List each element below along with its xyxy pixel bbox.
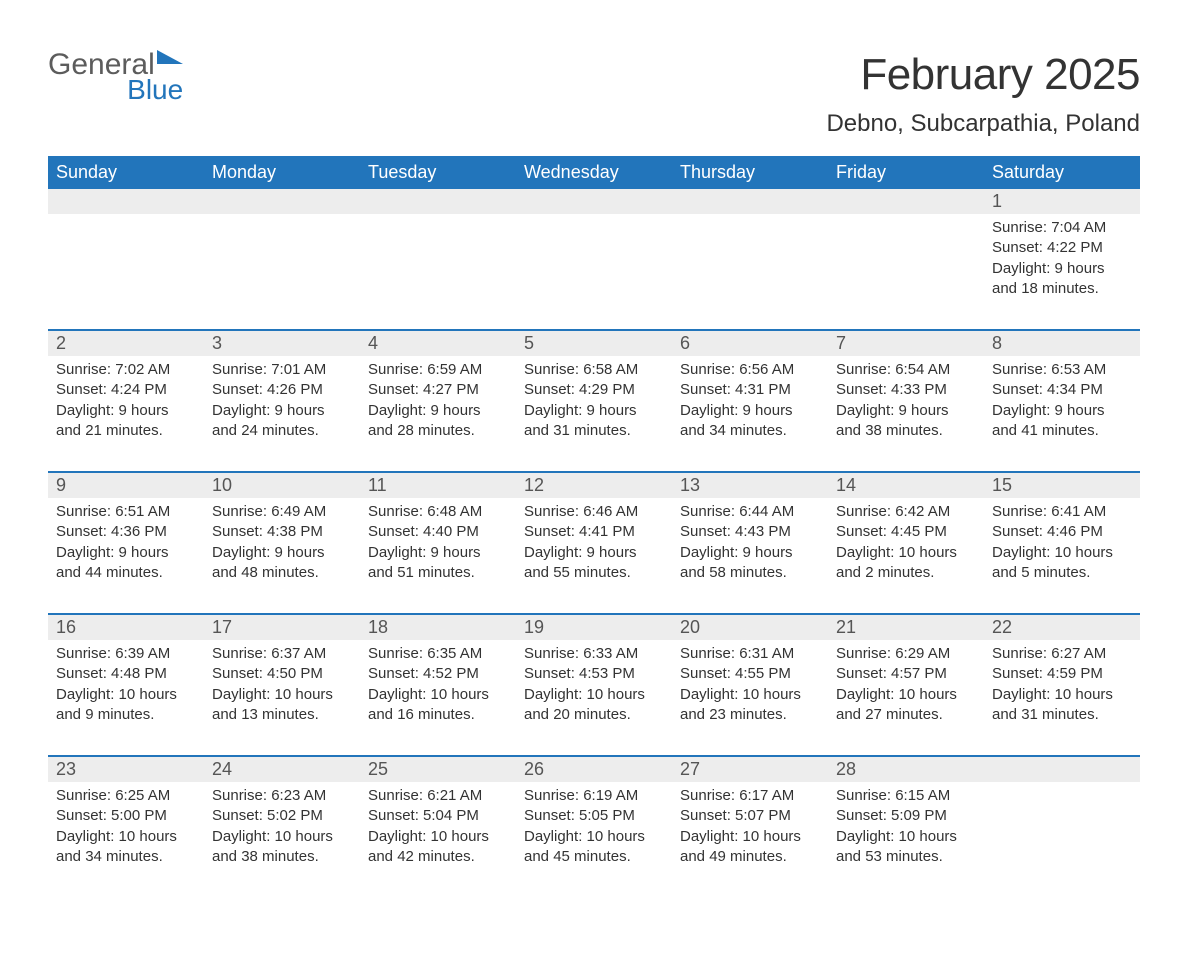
- day-detail: Sunrise: 6:29 AMSunset: 4:57 PMDaylight:…: [828, 640, 984, 756]
- day-detail: Sunrise: 6:39 AMSunset: 4:48 PMDaylight:…: [48, 640, 204, 756]
- day-detail: Sunrise: 6:59 AMSunset: 4:27 PMDaylight:…: [360, 356, 516, 472]
- daynum-row: 1: [48, 189, 1140, 214]
- day-number: [828, 189, 984, 214]
- detail-row: Sunrise: 7:02 AMSunset: 4:24 PMDaylight:…: [48, 356, 1140, 472]
- day-detail: Sunrise: 7:04 AMSunset: 4:22 PMDaylight:…: [984, 214, 1140, 330]
- day-number: 4: [360, 330, 516, 356]
- day-detail: Sunrise: 6:35 AMSunset: 4:52 PMDaylight:…: [360, 640, 516, 756]
- day-detail: Sunrise: 6:21 AMSunset: 5:04 PMDaylight:…: [360, 782, 516, 897]
- day-number: 23: [48, 756, 204, 782]
- day-detail: Sunrise: 6:51 AMSunset: 4:36 PMDaylight:…: [48, 498, 204, 614]
- day-number: 25: [360, 756, 516, 782]
- day-detail: Sunrise: 6:33 AMSunset: 4:53 PMDaylight:…: [516, 640, 672, 756]
- day-number: 8: [984, 330, 1140, 356]
- day-detail: Sunrise: 6:56 AMSunset: 4:31 PMDaylight:…: [672, 356, 828, 472]
- dow-header: Saturday: [984, 156, 1140, 189]
- day-number: [48, 189, 204, 214]
- day-number: [984, 756, 1140, 782]
- day-detail: Sunrise: 6:15 AMSunset: 5:09 PMDaylight:…: [828, 782, 984, 897]
- day-number: 9: [48, 472, 204, 498]
- day-number: 15: [984, 472, 1140, 498]
- dow-header: Monday: [204, 156, 360, 189]
- day-detail: Sunrise: 6:54 AMSunset: 4:33 PMDaylight:…: [828, 356, 984, 472]
- day-number: 20: [672, 614, 828, 640]
- calendar-table: Sunday Monday Tuesday Wednesday Thursday…: [48, 156, 1140, 897]
- day-number: 12: [516, 472, 672, 498]
- day-number: 6: [672, 330, 828, 356]
- day-number: 18: [360, 614, 516, 640]
- day-detail: [672, 214, 828, 330]
- day-number: 3: [204, 330, 360, 356]
- title-block: February 2025 Debno, Subcarpathia, Polan…: [826, 50, 1140, 138]
- day-number: 7: [828, 330, 984, 356]
- day-number: [360, 189, 516, 214]
- day-number: 16: [48, 614, 204, 640]
- day-detail: [204, 214, 360, 330]
- daynum-row: 9 10 11 12 13 14 15: [48, 472, 1140, 498]
- day-detail: Sunrise: 6:42 AMSunset: 4:45 PMDaylight:…: [828, 498, 984, 614]
- day-number: 22: [984, 614, 1140, 640]
- day-number: 10: [204, 472, 360, 498]
- day-detail: [516, 214, 672, 330]
- day-number: 13: [672, 472, 828, 498]
- day-detail: Sunrise: 6:41 AMSunset: 4:46 PMDaylight:…: [984, 498, 1140, 614]
- day-number: 1: [984, 189, 1140, 214]
- daynum-row: 2 3 4 5 6 7 8: [48, 330, 1140, 356]
- day-number: 17: [204, 614, 360, 640]
- detail-row: Sunrise: 7:04 AMSunset: 4:22 PMDaylight:…: [48, 214, 1140, 330]
- day-detail: Sunrise: 6:27 AMSunset: 4:59 PMDaylight:…: [984, 640, 1140, 756]
- dow-header: Sunday: [48, 156, 204, 189]
- day-number: [516, 189, 672, 214]
- day-number: 19: [516, 614, 672, 640]
- day-number: 24: [204, 756, 360, 782]
- logo-flag-icon: [157, 50, 183, 70]
- day-number: [672, 189, 828, 214]
- day-detail: Sunrise: 6:25 AMSunset: 5:00 PMDaylight:…: [48, 782, 204, 897]
- day-number: 26: [516, 756, 672, 782]
- dow-header: Thursday: [672, 156, 828, 189]
- month-title: February 2025: [826, 50, 1140, 100]
- day-detail: Sunrise: 6:31 AMSunset: 4:55 PMDaylight:…: [672, 640, 828, 756]
- day-detail: [828, 214, 984, 330]
- day-number: 5: [516, 330, 672, 356]
- detail-row: Sunrise: 6:51 AMSunset: 4:36 PMDaylight:…: [48, 498, 1140, 614]
- dow-row: Sunday Monday Tuesday Wednesday Thursday…: [48, 156, 1140, 189]
- day-detail: Sunrise: 6:53 AMSunset: 4:34 PMDaylight:…: [984, 356, 1140, 472]
- day-detail: [48, 214, 204, 330]
- day-detail: Sunrise: 6:46 AMSunset: 4:41 PMDaylight:…: [516, 498, 672, 614]
- day-detail: Sunrise: 7:01 AMSunset: 4:26 PMDaylight:…: [204, 356, 360, 472]
- detail-row: Sunrise: 6:25 AMSunset: 5:00 PMDaylight:…: [48, 782, 1140, 897]
- day-detail: [984, 782, 1140, 897]
- calendar-body: 1 Sunrise: 7:04 AMSunset: 4:22 PMDayligh…: [48, 189, 1140, 897]
- location-text: Debno, Subcarpathia, Poland: [826, 110, 1140, 138]
- page-header: General Blue February 2025 Debno, Subcar…: [48, 50, 1140, 138]
- day-number: [204, 189, 360, 214]
- day-number: 27: [672, 756, 828, 782]
- dow-header: Friday: [828, 156, 984, 189]
- day-detail: Sunrise: 6:58 AMSunset: 4:29 PMDaylight:…: [516, 356, 672, 472]
- day-detail: Sunrise: 6:19 AMSunset: 5:05 PMDaylight:…: [516, 782, 672, 897]
- dow-header: Wednesday: [516, 156, 672, 189]
- day-detail: [360, 214, 516, 330]
- dow-header: Tuesday: [360, 156, 516, 189]
- day-number: 11: [360, 472, 516, 498]
- day-detail: Sunrise: 6:37 AMSunset: 4:50 PMDaylight:…: [204, 640, 360, 756]
- detail-row: Sunrise: 6:39 AMSunset: 4:48 PMDaylight:…: [48, 640, 1140, 756]
- logo: General Blue: [48, 50, 183, 104]
- day-number: 14: [828, 472, 984, 498]
- daynum-row: 23 24 25 26 27 28: [48, 756, 1140, 782]
- day-detail: Sunrise: 6:48 AMSunset: 4:40 PMDaylight:…: [360, 498, 516, 614]
- day-number: 21: [828, 614, 984, 640]
- daynum-row: 16 17 18 19 20 21 22: [48, 614, 1140, 640]
- day-detail: Sunrise: 6:17 AMSunset: 5:07 PMDaylight:…: [672, 782, 828, 897]
- day-detail: Sunrise: 6:49 AMSunset: 4:38 PMDaylight:…: [204, 498, 360, 614]
- day-detail: Sunrise: 6:44 AMSunset: 4:43 PMDaylight:…: [672, 498, 828, 614]
- day-number: 2: [48, 330, 204, 356]
- day-number: 28: [828, 756, 984, 782]
- day-detail: Sunrise: 7:02 AMSunset: 4:24 PMDaylight:…: [48, 356, 204, 472]
- day-detail: Sunrise: 6:23 AMSunset: 5:02 PMDaylight:…: [204, 782, 360, 897]
